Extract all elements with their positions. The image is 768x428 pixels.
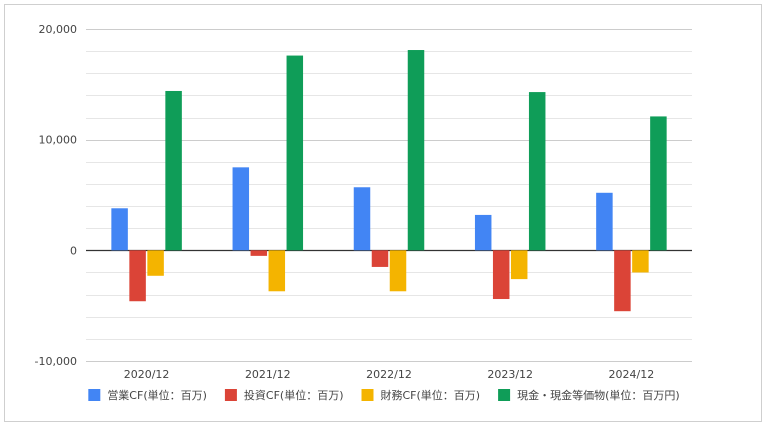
x-tick-label: 2020/12 [124, 368, 170, 381]
bar-2023-12-series-4 [528, 92, 546, 251]
legend-label: 現金・現金等価物(単位：百万円) [517, 388, 680, 402]
legend: 営業CF(単位：百万) 投資CF(単位：百万) 財務CF(単位：百万) 現金・現金等価… [88, 388, 680, 402]
y-tick-label: -10,000 [35, 355, 77, 368]
bar-2020-12-series-1 [111, 208, 128, 251]
legend-swatch [361, 389, 374, 401]
bar-2024-12-series-1 [596, 192, 613, 251]
bar-2023-12-series-3 [510, 250, 528, 280]
bar-2024-12-series-3 [632, 250, 649, 273]
legend-label: 営業CF(単位：百万) [107, 388, 207, 402]
bar-2020-12-series-3 [147, 250, 164, 276]
bar-2024-12-series-4 [650, 116, 667, 251]
bar-2022-12-series-2 [371, 250, 389, 267]
legend-item: 財務CF(単位：百万) [361, 388, 481, 402]
legend-swatch [224, 389, 237, 401]
x-tick-label: 2021/12 [245, 368, 291, 381]
bar-2021-12-series-4 [286, 55, 304, 251]
bar-2022-12-series-3 [389, 250, 407, 292]
legend-swatch [88, 389, 101, 401]
y-axis-tick-labels: -10,000 0 10,000 20,000 [35, 23, 77, 368]
legend-item: 投資CF(単位：百万) [224, 388, 344, 402]
legend-label: 投資CF(単位：百万) [244, 388, 344, 402]
x-tick-label: 2023/12 [487, 368, 533, 381]
bar-2020-12-series-2 [129, 250, 146, 302]
y-tick-label: 0 [70, 244, 77, 257]
bar-2023-12-series-2 [492, 250, 510, 300]
bar-2020-12-series-4 [165, 90, 182, 251]
legend-swatch [498, 389, 511, 401]
legend-label: 財務CF(単位：百万) [381, 388, 481, 402]
bar-2021-12-series-2 [250, 250, 268, 256]
legend-item: 現金・現金等価物(単位：百万円) [498, 388, 680, 402]
bar-2022-12-series-1 [353, 187, 371, 251]
bar-2022-12-series-4 [407, 50, 425, 251]
bar-2023-12-series-1 [474, 214, 492, 251]
y-tick-label: 20,000 [39, 23, 78, 36]
y-tick-label: 10,000 [39, 134, 78, 147]
x-axis-tick-labels: 2020/12 2021/12 2022/12 2023/12 2024/12 [124, 368, 655, 381]
bar-2024-12-series-2 [614, 250, 631, 312]
bar-2021-12-series-1 [232, 167, 250, 251]
x-tick-label: 2024/12 [609, 368, 655, 381]
bar-2021-12-series-3 [268, 250, 286, 292]
x-tick-label: 2022/12 [366, 368, 412, 381]
bars [111, 50, 667, 312]
legend-item: 営業CF(単位：百万) [88, 388, 207, 402]
gridlines [86, 29, 692, 362]
